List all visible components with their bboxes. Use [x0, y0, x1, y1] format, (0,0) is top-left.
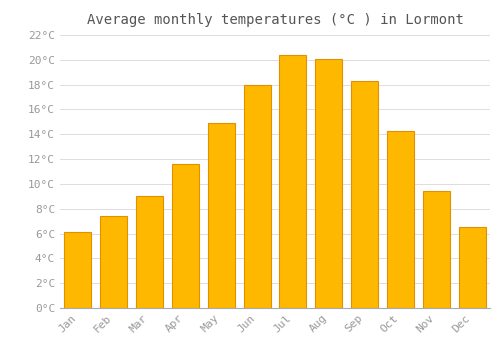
Bar — [136, 196, 163, 308]
Bar — [208, 123, 234, 308]
Bar — [172, 164, 199, 308]
Bar — [280, 55, 306, 308]
Bar — [387, 131, 414, 308]
Bar — [100, 216, 127, 308]
Bar — [64, 232, 92, 308]
Title: Average monthly temperatures (°C ) in Lormont: Average monthly temperatures (°C ) in Lo… — [86, 13, 464, 27]
Bar — [244, 85, 270, 308]
Bar — [351, 81, 378, 308]
Bar — [316, 58, 342, 308]
Bar — [458, 228, 485, 308]
Bar — [423, 191, 450, 308]
